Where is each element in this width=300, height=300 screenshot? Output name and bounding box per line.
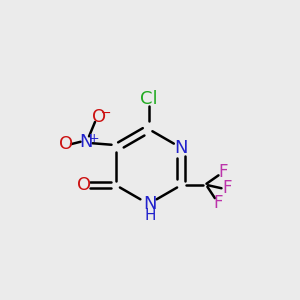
Text: H: H [144,208,156,223]
Text: F: F [222,179,232,197]
Text: +: + [88,132,99,145]
Text: Cl: Cl [140,90,157,108]
Text: F: F [218,163,228,181]
Text: O: O [58,135,73,153]
Text: F: F [214,194,223,212]
Text: O: O [92,108,106,126]
Text: N: N [174,139,188,157]
Text: −: − [101,107,111,120]
Text: N: N [143,195,157,213]
Text: O: O [77,176,92,194]
Text: N: N [79,133,93,151]
